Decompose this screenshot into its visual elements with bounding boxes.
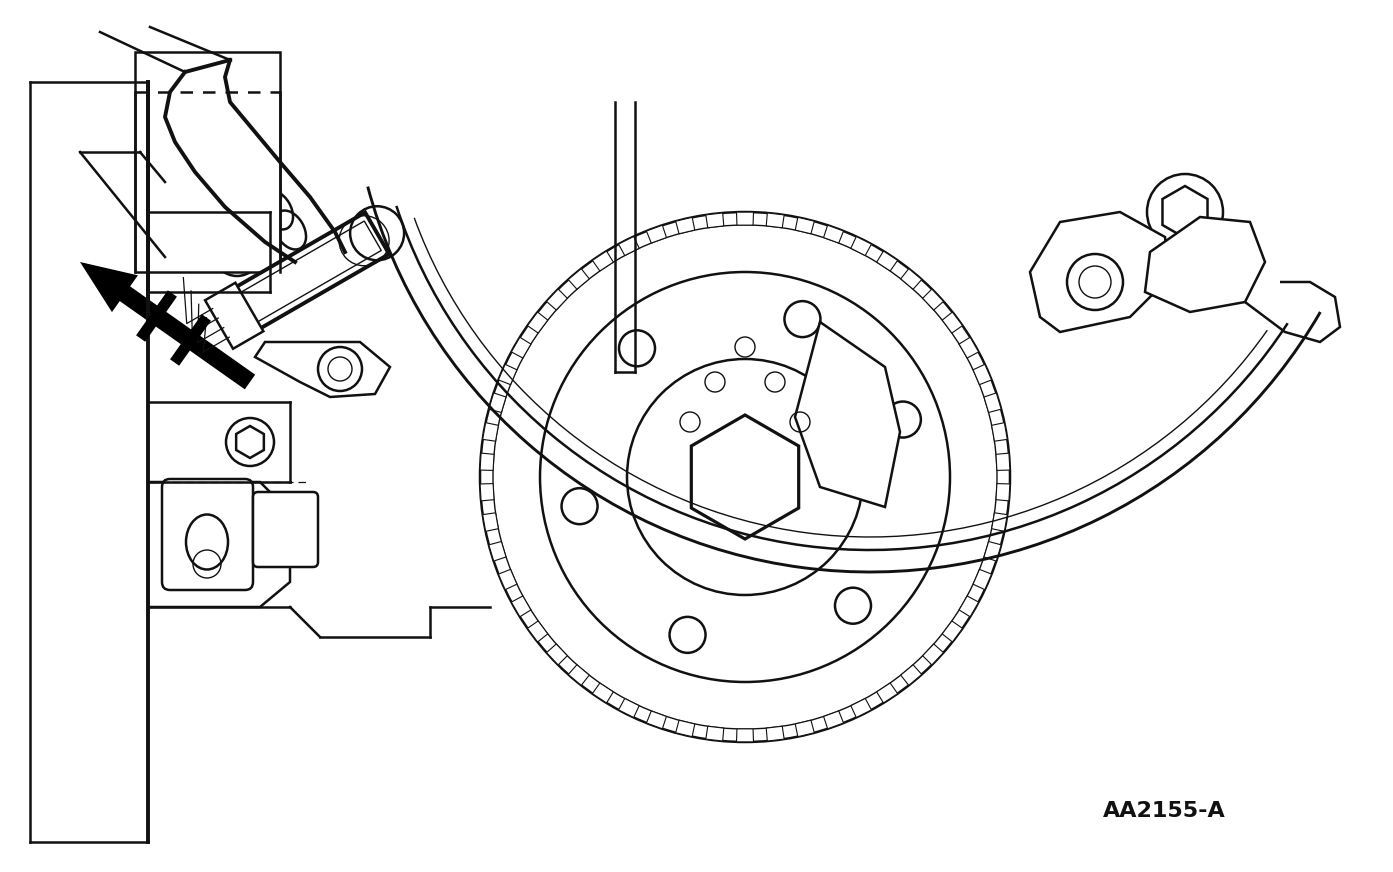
- Polygon shape: [481, 453, 495, 470]
- Polygon shape: [942, 621, 963, 642]
- Polygon shape: [795, 217, 815, 234]
- Polygon shape: [528, 312, 547, 333]
- Polygon shape: [499, 569, 517, 589]
- Polygon shape: [737, 212, 754, 225]
- Polygon shape: [691, 415, 798, 539]
- Polygon shape: [706, 213, 724, 228]
- Polygon shape: [876, 251, 897, 271]
- Polygon shape: [481, 484, 495, 501]
- Polygon shape: [79, 262, 255, 390]
- Polygon shape: [483, 423, 499, 441]
- Polygon shape: [1145, 217, 1265, 312]
- Polygon shape: [960, 337, 979, 358]
- Polygon shape: [223, 236, 251, 268]
- Text: AA2155-A: AA2155-A: [1103, 801, 1226, 821]
- Polygon shape: [766, 726, 784, 741]
- Polygon shape: [960, 596, 979, 617]
- Polygon shape: [974, 364, 992, 385]
- Polygon shape: [511, 337, 531, 358]
- FancyBboxPatch shape: [162, 479, 254, 590]
- Polygon shape: [766, 213, 784, 228]
- Polygon shape: [592, 683, 613, 703]
- Polygon shape: [823, 225, 844, 243]
- Polygon shape: [901, 269, 922, 290]
- Polygon shape: [676, 217, 695, 234]
- Polygon shape: [528, 621, 547, 642]
- Polygon shape: [1029, 212, 1170, 332]
- Polygon shape: [618, 236, 639, 255]
- Polygon shape: [499, 364, 517, 385]
- Polygon shape: [983, 542, 1002, 561]
- Polygon shape: [231, 213, 389, 331]
- Polygon shape: [568, 269, 589, 290]
- Polygon shape: [511, 596, 531, 617]
- FancyBboxPatch shape: [254, 492, 318, 567]
- Polygon shape: [483, 513, 499, 531]
- Polygon shape: [942, 312, 963, 333]
- Polygon shape: [706, 726, 724, 741]
- Polygon shape: [238, 221, 382, 323]
- Polygon shape: [546, 290, 567, 310]
- Polygon shape: [996, 453, 1010, 470]
- Polygon shape: [546, 644, 567, 665]
- Polygon shape: [489, 542, 506, 561]
- Polygon shape: [823, 711, 844, 729]
- Polygon shape: [876, 683, 897, 703]
- Polygon shape: [992, 423, 1007, 441]
- Polygon shape: [1163, 186, 1208, 238]
- Polygon shape: [646, 225, 666, 243]
- Polygon shape: [646, 711, 666, 729]
- Polygon shape: [922, 644, 943, 665]
- Polygon shape: [592, 251, 613, 271]
- Polygon shape: [983, 393, 1002, 412]
- Polygon shape: [974, 569, 992, 589]
- Polygon shape: [148, 482, 290, 607]
- Polygon shape: [851, 236, 872, 255]
- Polygon shape: [996, 484, 1010, 501]
- Polygon shape: [255, 342, 390, 397]
- Polygon shape: [205, 283, 263, 349]
- Polygon shape: [737, 729, 754, 742]
- Polygon shape: [901, 664, 922, 685]
- Bar: [135, 52, 280, 272]
- Polygon shape: [795, 322, 900, 507]
- Polygon shape: [922, 290, 943, 310]
- Polygon shape: [676, 720, 695, 737]
- Polygon shape: [489, 393, 506, 412]
- Polygon shape: [851, 698, 872, 718]
- Polygon shape: [568, 664, 589, 685]
- Polygon shape: [992, 513, 1007, 531]
- Polygon shape: [618, 698, 639, 718]
- Polygon shape: [237, 426, 263, 458]
- Polygon shape: [795, 720, 815, 737]
